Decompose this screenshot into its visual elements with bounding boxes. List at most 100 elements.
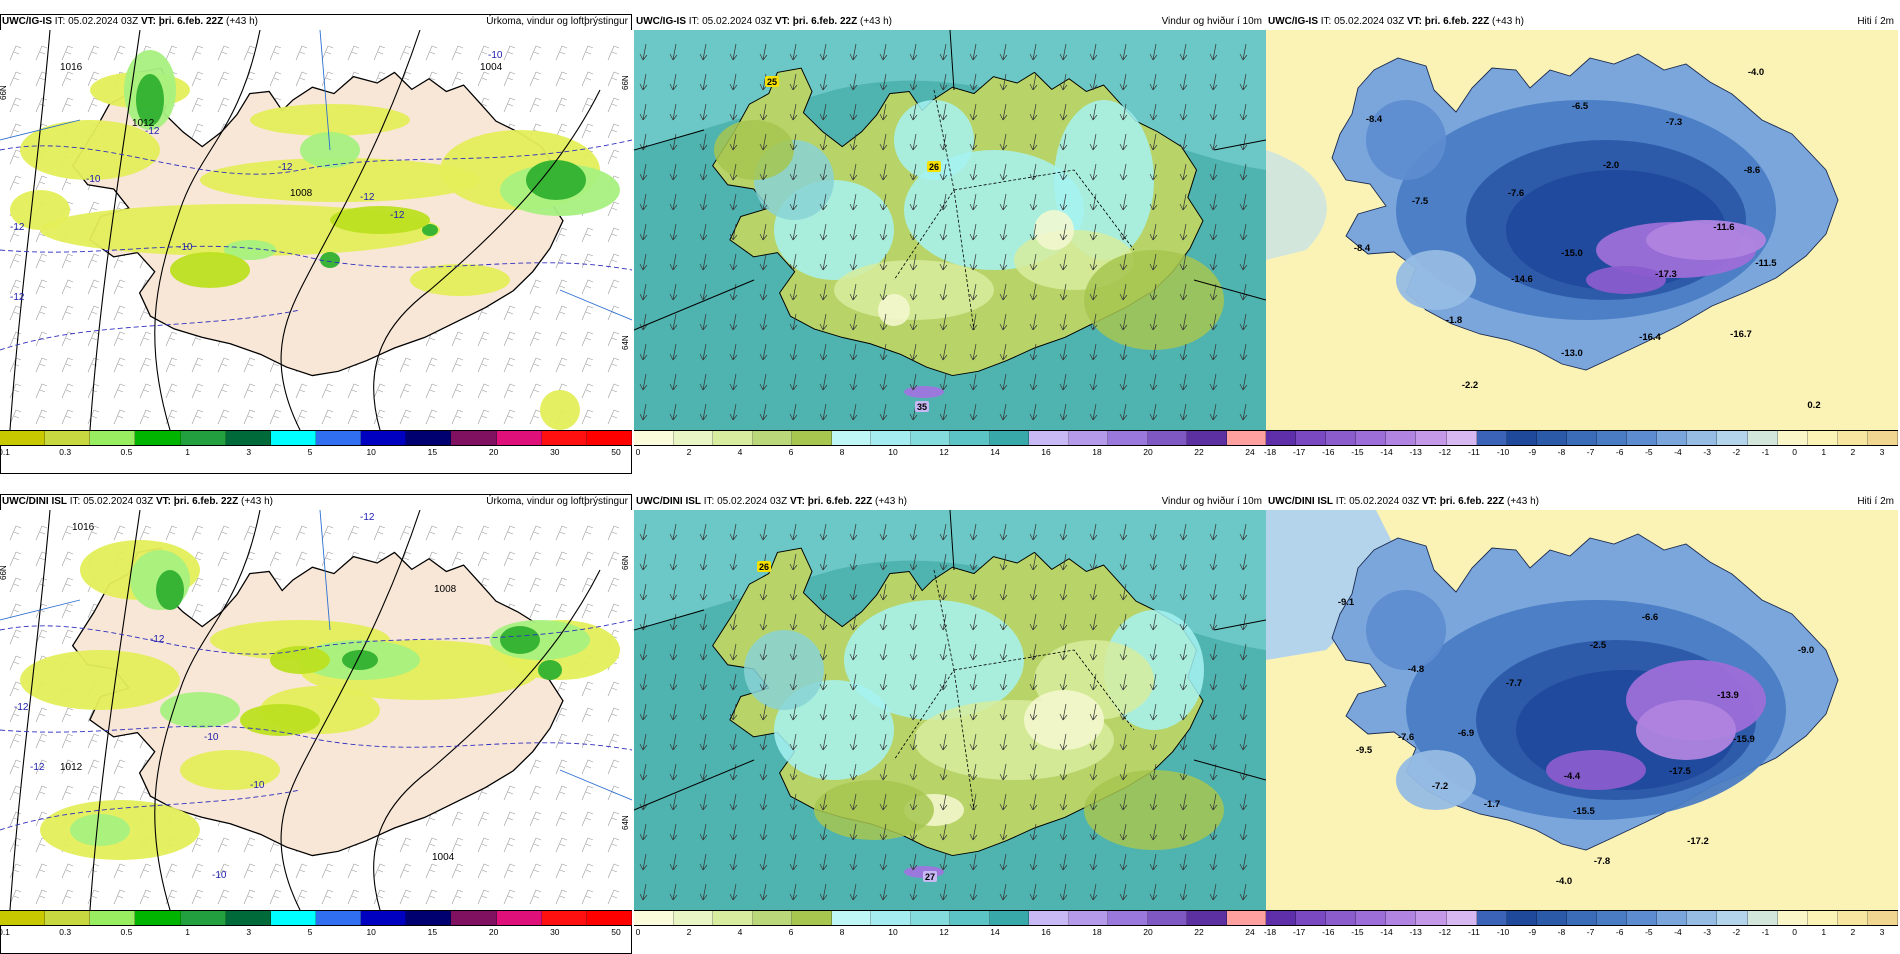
colorbar-swatch <box>1807 431 1838 445</box>
map-panel-igis-wind: UWC/IG-IS IT: 05.02.2024 03Z VT: þri. 6.… <box>634 14 1266 474</box>
panel-header: UWC/DINI ISL IT: 05.02.2024 03Z VT: þri.… <box>634 494 1266 510</box>
precip-area <box>320 252 340 268</box>
latitude-label: 66N <box>0 565 8 580</box>
colorbar-swatch <box>315 911 362 925</box>
colorbar-swatch <box>871 431 911 445</box>
colorbar-tick-label: -2 <box>1732 927 1741 937</box>
colorbar-tick-label: 22 <box>1194 447 1204 457</box>
map-panel-igis-temp: UWC/IG-IS IT: 05.02.2024 03Z VT: þri. 6.… <box>1263 14 1898 474</box>
latitude-label: 64N <box>621 815 630 830</box>
colorbar-swatch <box>1356 911 1387 925</box>
precip-area <box>270 646 330 674</box>
colorbar-tick-label: 8 <box>839 927 845 937</box>
colorbar-tick-label: 5 <box>307 447 313 457</box>
colorbar-tick-label: -3 <box>1703 927 1711 937</box>
precip-areas <box>20 540 620 860</box>
precip-area <box>410 264 510 296</box>
it-label: IT: <box>54 16 66 27</box>
colorbar-tick-label: -10 <box>1496 927 1510 937</box>
colorbar-swatch <box>1717 911 1748 925</box>
wind-arrows <box>639 523 1248 901</box>
colorbar-swatches <box>0 910 632 926</box>
wind-speed-area <box>1054 100 1154 260</box>
field-title: Úrkoma, vindur og loftþrýstingur <box>486 496 628 507</box>
lead-time: (+43 h) <box>1507 496 1539 507</box>
colorbar-swatch <box>1536 431 1567 445</box>
map-label: 1016 <box>60 62 83 73</box>
temperature-areas <box>1366 100 1776 320</box>
colorbar-swatch <box>451 431 497 445</box>
colorbar-swatch <box>1627 431 1658 445</box>
gust-maximum-area <box>904 386 944 398</box>
colorbar-swatch <box>1187 911 1227 925</box>
colorbar-tick-label: 50 <box>611 447 621 457</box>
precip-map[interactable]: 1016 1012 1008 1004 -12 -12 -12 -10 -12 -10 -12 -10… <box>0 30 632 430</box>
colorbar-tick-label: -18 <box>1263 447 1277 457</box>
field-title: Úrkoma, vindur og loftþrýstingur <box>486 16 628 27</box>
colorbar-tick-label: 0.5 <box>120 447 133 457</box>
map-label: 1012 <box>132 118 155 129</box>
colorbar-swatch <box>1476 911 1507 925</box>
colorbar-swatch <box>1867 431 1898 445</box>
colorbar-swatch <box>989 911 1029 925</box>
lead-time: (+43 h) <box>241 496 273 507</box>
vt-label: VT: <box>774 16 790 27</box>
colorbar-swatch <box>910 431 950 445</box>
valid-time: þri. 6.feb. 22Z <box>173 496 239 507</box>
colorbar-swatch <box>1226 911 1266 925</box>
colorbar-tick-label: -5 <box>1645 447 1653 457</box>
colorbar-swatch <box>752 431 792 445</box>
colorbar-tick-label: 0 <box>635 927 641 937</box>
wind-band <box>634 30 1266 170</box>
init-time: 05.02.2024 03Z <box>68 16 139 27</box>
temperature-label: -9.1 <box>1338 597 1355 608</box>
colorbar-tick-label: 20 <box>1143 447 1153 457</box>
colorbar-tick-label: 50 <box>611 927 621 937</box>
colorbar-swatch <box>1837 911 1868 925</box>
latitude-label: 66N <box>621 555 630 570</box>
colorbar-swatch <box>1687 431 1718 445</box>
temperature-area <box>1396 750 1476 810</box>
temperature-map[interactable]: -4.0 -6.5 -7.3 -8.4 -2.0 -8.6 -7.6 -7.5 -11.6 -8.… <box>1266 30 1898 430</box>
temperature-label: -9.0 <box>1798 645 1814 656</box>
temperature-label: -7.6 <box>1398 732 1414 743</box>
map-labels: 25 26 35 <box>765 76 941 412</box>
precip-map[interactable]: 1016101210081004-12-12-12-10-10-10-10-12… <box>0 510 632 910</box>
colorbar-swatch <box>634 431 674 445</box>
temperature-label: -6.6 <box>1642 612 1658 623</box>
map-label: -12 <box>10 222 25 233</box>
colorbar-swatch <box>1536 911 1567 925</box>
map-label: -10 <box>178 242 193 253</box>
colorbar-swatch <box>1416 911 1447 925</box>
lead-time: (+43 h) <box>860 16 892 27</box>
valid-time: þri. 6.feb. 22Z <box>792 16 858 27</box>
init-time: 05.02.2024 03Z <box>702 16 773 27</box>
precip-areas <box>10 50 620 430</box>
latitude-label: 66N <box>0 85 8 100</box>
map-label: -12 <box>360 512 375 523</box>
temperature-area <box>1366 590 1446 670</box>
temperature-map[interactable]: -9.1 -6.6 -2.5 -9.0 -4.8 -7.7 -13.9 -7.6 -6.9 -15… <box>1266 510 1898 910</box>
wind-map[interactable]: 26 27 <box>634 510 1266 910</box>
colorbar-swatch <box>270 911 316 925</box>
temperature-label: -9.5 <box>1356 745 1373 756</box>
colorbar-tick-label: 16 <box>1041 927 1051 937</box>
init-time: 05.02.2024 03Z <box>1349 496 1420 507</box>
map-labels: -4.0 -6.5 -7.3 -8.4 -2.0 -8.6 -7.6 -7.5 -11.6 -8.… <box>1354 67 1821 411</box>
temperature-label: -2.0 <box>1603 160 1619 171</box>
wind-colorbar: 0 2 4 6 8 10 12 14 16 18 20 22 24 <box>634 910 1266 944</box>
field-title: Hiti í 2m <box>1857 16 1894 27</box>
colorbar-tick-label: -8 <box>1557 927 1566 937</box>
latitude-labels: 66N 66N 64N <box>0 75 630 350</box>
map-label: 1016 <box>72 522 95 533</box>
map-label: -12 <box>278 162 293 173</box>
wind-map[interactable]: 25 26 35 <box>634 30 1266 430</box>
colorbar-swatch <box>713 911 753 925</box>
map-panel-igis-precip: UWC/IG-IS IT: 05.02.2024 03Z VT: þri. 6.… <box>0 14 632 474</box>
wind-speed-area <box>844 600 1024 720</box>
colorbar-ticks: -18 -17 -16 -15 -14 -13 -12 -11 -10 -9 -8 -7 -6 -5 -4-… <box>1263 447 1898 459</box>
precip-area <box>20 650 180 710</box>
map-label: -12 <box>14 702 29 713</box>
colorbar-swatch <box>180 911 226 925</box>
precip-area <box>342 650 378 670</box>
